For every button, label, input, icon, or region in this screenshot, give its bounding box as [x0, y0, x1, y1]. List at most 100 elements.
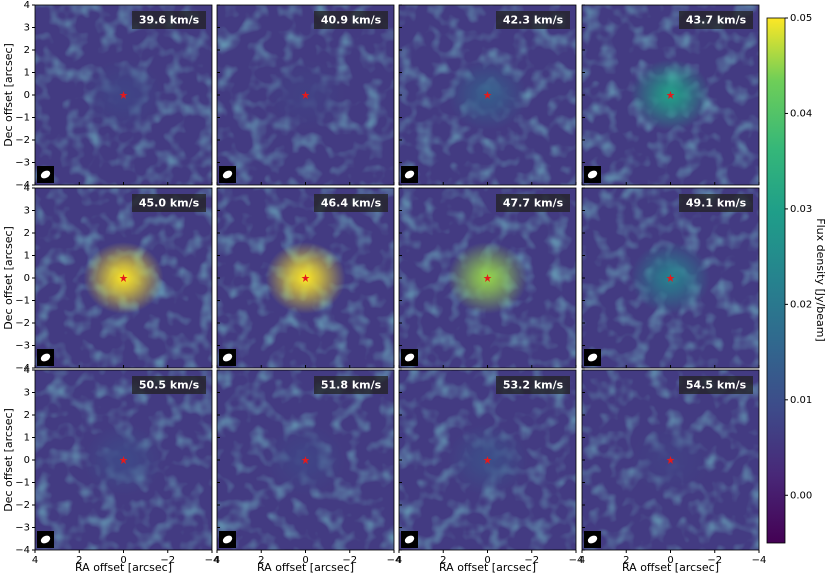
image	[217, 370, 394, 550]
y-tick-label: 1	[24, 68, 30, 79]
y-tick-label: 2	[24, 45, 30, 56]
y-tick-label: −4	[15, 180, 30, 191]
title-box	[679, 11, 753, 29]
y-tick-label: 4	[24, 0, 30, 11]
x-tick-label: −4	[752, 555, 767, 566]
y-tick-label: −3	[15, 341, 30, 352]
beam	[404, 535, 415, 544]
y-tick-label: 0	[24, 455, 30, 466]
panel: 50.5 km/s −4 −3 −2 −1 0 1 2 3 4 4 2 0 −2 −4 Dec offset …	[2, 365, 219, 574]
y-tick-label: −1	[15, 113, 30, 124]
y-tick-label: 0	[24, 273, 30, 284]
x-tick-label: 0	[120, 555, 126, 566]
star	[119, 91, 128, 99]
panel-title: 42.3 km/s	[503, 14, 564, 27]
panel-title: 40.9 km/s	[321, 14, 382, 27]
panel: 39.6 km/s −4 −3 −2 −1 0 1 2 3 4 Dec offset [arcsec…	[2, 0, 213, 191]
y-tick-label: 3	[24, 23, 30, 34]
panel-title: 51.8 km/s	[321, 379, 382, 392]
x-tick-label: 4	[579, 555, 585, 566]
y-axis-label: Dec offset [arcsec]	[2, 226, 15, 330]
x-tick-label: 2	[623, 555, 629, 566]
x-tick-label: 4	[214, 555, 220, 566]
x-tick-label: −2	[707, 555, 722, 566]
x-tick-label: 0	[667, 555, 673, 566]
beam	[222, 353, 233, 362]
beam	[40, 170, 51, 179]
star	[119, 456, 128, 464]
x-axis-label: RA offset [arcsec]	[75, 561, 172, 574]
y-tick-label: −1	[15, 296, 30, 307]
panel: 49.1 km/s	[581, 187, 760, 369]
y-tick-label: 2	[24, 228, 30, 239]
title-box	[132, 11, 206, 29]
star	[301, 274, 310, 282]
x-tick-label: 4	[396, 555, 402, 566]
title-box	[496, 194, 570, 212]
y-tick-label: −3	[15, 158, 30, 169]
panel: 45.0 km/s −4 −3 −2 −1 0 1 2 3 4 Dec offset [arcsec…	[2, 183, 213, 374]
panel-title: 47.7 km/s	[503, 197, 564, 210]
y-tick-label: 3	[24, 206, 30, 217]
title-box	[314, 376, 388, 394]
star	[301, 456, 310, 464]
beam	[404, 170, 415, 179]
x-tick-label: −4	[387, 555, 402, 566]
y-tick-label: 1	[24, 433, 30, 444]
x-tick-label: −2	[524, 555, 539, 566]
colorbar-tick-label: 0.00	[790, 490, 812, 501]
x-tick-label: 0	[484, 555, 490, 566]
x-axis-label: RA offset [arcsec]	[622, 561, 719, 574]
x-tick-label: 2	[76, 555, 82, 566]
x-tick-label: −2	[342, 555, 357, 566]
colorbar-label: Flux density [Jy/beam]	[814, 218, 827, 341]
star	[666, 91, 675, 99]
title-box	[496, 376, 570, 394]
panel: 53.2 km/s 4 2 0 −2 −4 RA offset [arcsec]	[396, 369, 584, 574]
y-tick-label: −4	[15, 363, 30, 374]
x-tick-label: −2	[160, 555, 175, 566]
x-tick-label: −4	[205, 555, 220, 566]
star	[119, 274, 128, 282]
panel-title: 54.5 km/s	[686, 379, 747, 392]
beam	[222, 170, 233, 179]
y-axis-label: Dec offset [arcsec]	[2, 43, 15, 147]
panel-title: 43.7 km/s	[686, 14, 747, 27]
x-tick-label: 4	[32, 555, 38, 566]
star	[483, 456, 492, 464]
star	[666, 456, 675, 464]
x-axis-label: RA offset [arcsec]	[257, 561, 354, 574]
star	[301, 91, 310, 99]
colorbar-tick-label: 0.02	[790, 299, 812, 310]
panel: 51.8 km/s 4 2 0 −2 −4 RA offset [arcsec]	[214, 369, 402, 574]
panel: 42.3 km/s	[398, 4, 577, 186]
beam	[587, 170, 598, 179]
title-box	[314, 11, 388, 29]
x-tick-label: 2	[440, 555, 446, 566]
panel: 46.4 km/s	[216, 187, 395, 369]
panel: 54.5 km/s 4 2 0 −2 −4 RA offset [arcsec]	[579, 369, 767, 574]
star	[483, 91, 492, 99]
title-box	[496, 11, 570, 29]
panel: 40.9 km/s	[216, 4, 395, 186]
x-axis-label: RA offset [arcsec]	[439, 561, 536, 574]
panel-title: 50.5 km/s	[139, 379, 200, 392]
beam	[587, 353, 598, 362]
x-tick-label: −4	[569, 555, 584, 566]
panel: 47.7 km/s	[398, 187, 577, 369]
title-box	[132, 376, 206, 394]
colorbar	[766, 17, 786, 544]
colorbar-tick-label: 0.01	[790, 395, 812, 406]
y-tick-label: −2	[15, 500, 30, 511]
y-tick-label: 4	[24, 365, 30, 376]
y-axis-label: Dec offset [arcsec]	[2, 408, 15, 512]
title-box	[679, 194, 753, 212]
beam	[40, 353, 51, 362]
y-tick-label: −2	[15, 135, 30, 146]
y-tick-label: 1	[24, 251, 30, 262]
beam	[587, 535, 598, 544]
panel-title: 53.2 km/s	[503, 379, 564, 392]
colorbar-tick-label: 0.03	[790, 204, 812, 215]
panel: 43.7 km/s	[581, 4, 760, 186]
panel-title: 39.6 km/s	[139, 14, 200, 27]
